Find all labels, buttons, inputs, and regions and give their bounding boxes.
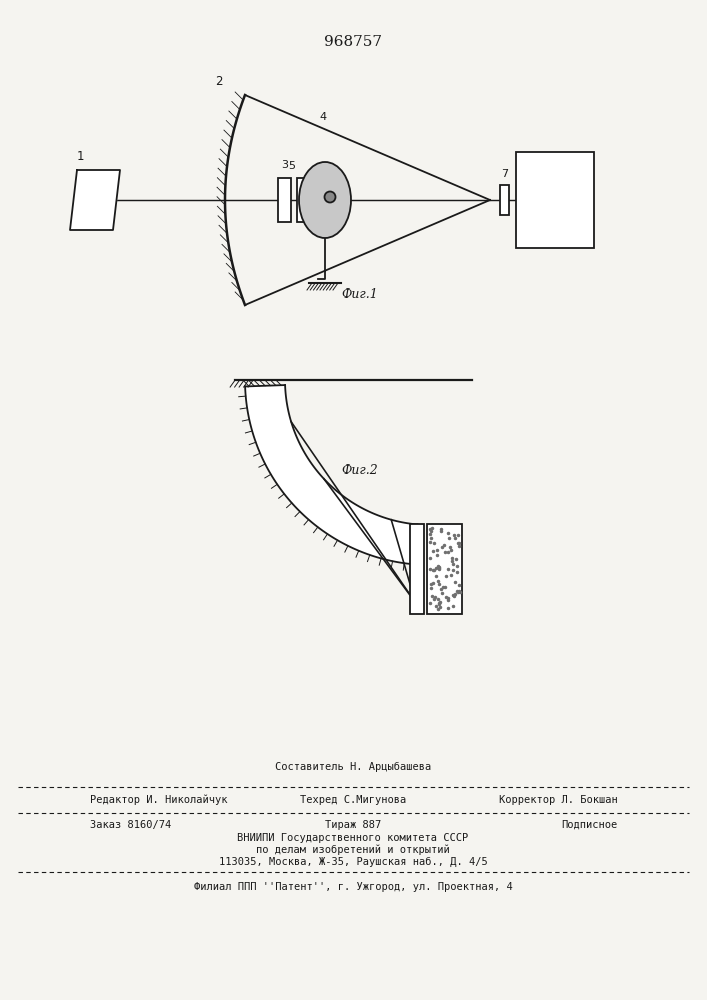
Text: ВНИИПИ Государственного комитета СССР: ВНИИПИ Государственного комитета СССР xyxy=(238,833,469,843)
Text: 5: 5 xyxy=(288,161,295,171)
Text: Фиг.2: Фиг.2 xyxy=(341,464,378,477)
Bar xyxy=(297,178,308,222)
Text: 6: 6 xyxy=(332,212,339,222)
Text: Подписное: Подписное xyxy=(562,820,618,830)
Bar xyxy=(410,524,424,614)
Text: Редактор И. Николайчук: Редактор И. Николайчук xyxy=(90,795,228,805)
Text: Техред С.Мигунова: Техред С.Мигунова xyxy=(300,795,406,805)
Text: 4: 4 xyxy=(320,112,327,122)
Bar xyxy=(500,185,509,215)
Text: 968757: 968757 xyxy=(324,35,382,49)
Text: Фиг.1: Фиг.1 xyxy=(341,288,378,302)
Polygon shape xyxy=(245,385,417,564)
Text: Филиал ППП ''Патент'', г. Ужгород, ул. Проектная, 4: Филиал ППП ''Патент'', г. Ужгород, ул. П… xyxy=(194,882,513,892)
Text: 113035, Москва, Ж-35, Раушская наб., Д. 4/5: 113035, Москва, Ж-35, Раушская наб., Д. … xyxy=(218,857,487,867)
Circle shape xyxy=(325,192,336,202)
Text: Тираж 887: Тираж 887 xyxy=(325,820,381,830)
Polygon shape xyxy=(70,170,120,230)
Bar xyxy=(516,152,594,248)
Text: 7: 7 xyxy=(501,169,508,179)
Text: 1: 1 xyxy=(76,150,83,163)
Bar xyxy=(278,178,291,222)
Text: по делам изобретений и открытий: по делам изобретений и открытий xyxy=(256,845,450,855)
Text: Составитель Н. Арцыбашева: Составитель Н. Арцыбашева xyxy=(275,762,431,772)
Ellipse shape xyxy=(299,162,351,238)
Text: 8: 8 xyxy=(549,192,561,209)
Bar xyxy=(427,524,462,614)
Text: Заказ 8160/74: Заказ 8160/74 xyxy=(90,820,171,830)
Text: 3: 3 xyxy=(281,160,288,170)
Text: 2: 2 xyxy=(216,75,223,88)
Text: Корректор Л. Бокшан: Корректор Л. Бокшан xyxy=(499,795,618,805)
